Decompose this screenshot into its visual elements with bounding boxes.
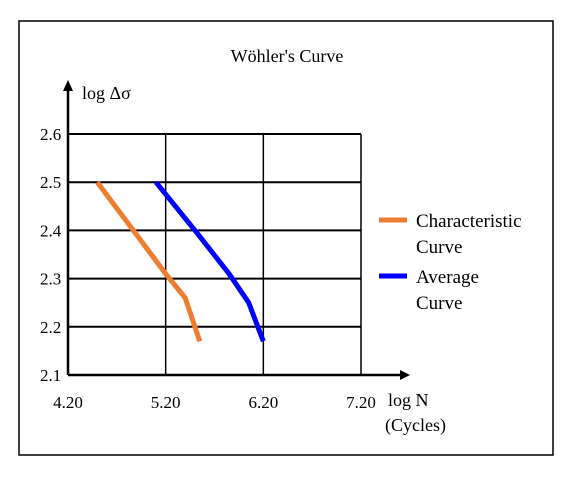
y-axis-label: log Δσ (82, 83, 131, 103)
x-tick-label: 7.20 (346, 393, 376, 412)
legend: Characteristic Curve Average Curve (379, 211, 522, 314)
y-tick-label: 2.2 (40, 318, 61, 337)
series-lines (95, 180, 266, 343)
legend-label: Average (416, 267, 479, 288)
legend-label: Curve (416, 237, 462, 258)
y-axis-arrow (63, 80, 73, 91)
y-tick-label: 2.1 (40, 366, 61, 385)
y-tick-label: 2.5 (40, 173, 61, 192)
legend-label: Curve (416, 293, 462, 314)
x-tick-label: 6.20 (248, 393, 278, 412)
y-tick-label: 2.4 (40, 221, 62, 240)
x-axis-label: log N (388, 390, 429, 410)
y-tick-labels: 2.1 2.2 2.3 2.4 2.5 2.6 (40, 125, 62, 385)
x-axis-sublabel: (Cycles) (385, 415, 446, 436)
legend-label: Characteristic (416, 211, 522, 232)
series-line (153, 180, 266, 343)
figure-frame (18, 20, 554, 456)
series-line (95, 180, 203, 343)
x-tick-label: 5.20 (151, 393, 181, 412)
x-axis-arrow (400, 370, 410, 380)
x-tick-labels: 4.20 5.20 6.20 7.20 (53, 393, 376, 412)
y-tick-label: 2.6 (40, 125, 61, 144)
chart-title: Wöhler's Curve (231, 46, 344, 66)
y-tick-label: 2.3 (40, 270, 61, 289)
x-tick-label: 4.20 (53, 393, 83, 412)
